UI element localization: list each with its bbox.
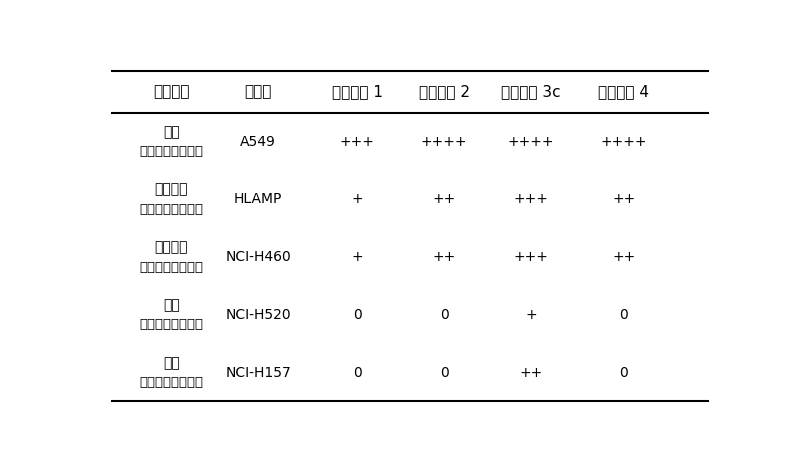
Text: +++: +++ [514, 250, 548, 264]
Text: HLAMP: HLAMP [234, 192, 282, 207]
Text: 0: 0 [619, 366, 628, 380]
Text: ++: ++ [433, 250, 456, 264]
Text: +: + [525, 308, 537, 322]
Text: 0: 0 [440, 308, 449, 322]
Text: 核酸适体 2: 核酸适体 2 [418, 84, 470, 99]
Text: ++++: ++++ [421, 135, 467, 149]
Text: ++++: ++++ [601, 135, 647, 149]
Text: 大细胞癌: 大细胞癌 [154, 240, 188, 255]
Text: NCI-H520: NCI-H520 [226, 308, 291, 322]
Text: 0: 0 [619, 308, 628, 322]
Text: ++: ++ [612, 250, 635, 264]
Text: 鱞癌: 鱞癌 [163, 356, 180, 370]
Text: 鱞癌: 鱞癌 [163, 298, 180, 312]
Text: +: + [351, 250, 363, 264]
Text: 肿瘤名称: 肿瘤名称 [153, 84, 190, 99]
Text: （非小细胞肺癌）: （非小细胞肺癌） [139, 318, 203, 331]
Text: ++: ++ [519, 366, 542, 380]
Text: ++: ++ [612, 192, 635, 207]
Text: （非小细胞肺癌）: （非小细胞肺癌） [139, 145, 203, 158]
Text: NCI-H460: NCI-H460 [226, 250, 291, 264]
Text: 核酸适体 4: 核酸适体 4 [598, 84, 650, 99]
Text: ++++: ++++ [508, 135, 554, 149]
Text: 0: 0 [440, 366, 449, 380]
Text: 0: 0 [353, 308, 362, 322]
Text: 核酸适体 3c: 核酸适体 3c [501, 84, 561, 99]
Text: ++: ++ [433, 192, 456, 207]
Text: +: + [351, 192, 363, 207]
Text: （非小细胞肺癌）: （非小细胞肺癌） [139, 260, 203, 274]
Text: 细胞系: 细胞系 [245, 84, 272, 99]
Text: +++: +++ [340, 135, 374, 149]
Text: （非小细胞肺癌）: （非小细胞肺癌） [139, 203, 203, 216]
Text: 核酸适体 1: 核酸适体 1 [332, 84, 383, 99]
Text: （非小细胞肺癌）: （非小细胞肺癌） [139, 376, 203, 389]
Text: A549: A549 [240, 135, 276, 149]
Text: +++: +++ [514, 192, 548, 207]
Text: 大细胞癌: 大细胞癌 [154, 183, 188, 197]
Text: 0: 0 [353, 366, 362, 380]
Text: NCI-H157: NCI-H157 [226, 366, 291, 380]
Text: 腺癌: 腺癌 [163, 125, 180, 139]
